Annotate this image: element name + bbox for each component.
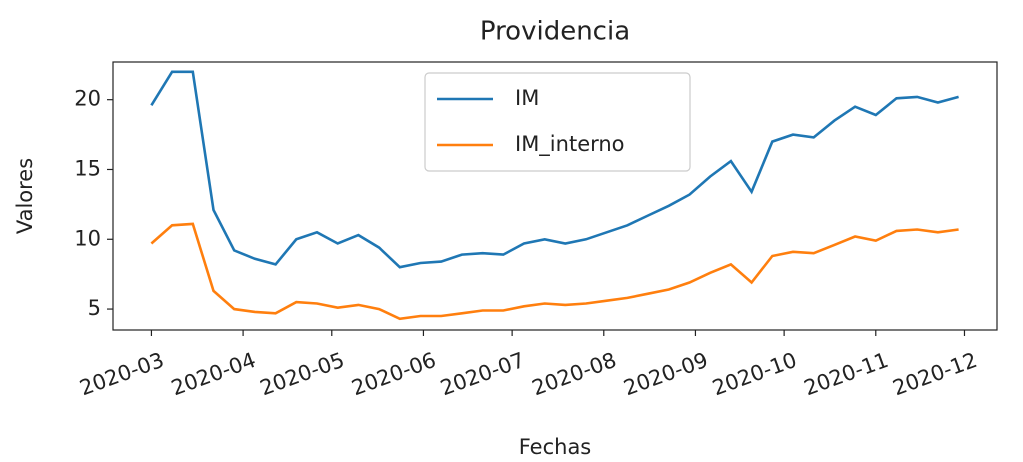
y-tick-label: 10	[74, 226, 101, 250]
y-axis-label: Valores	[13, 158, 37, 234]
x-axis-label: Fechas	[519, 435, 592, 459]
legend-label: IM_interno	[515, 132, 625, 157]
x-tick-label: 2020-07	[437, 348, 528, 401]
x-tick-label: 2020-10	[709, 348, 800, 401]
x-tick-label: 2020-06	[349, 348, 440, 401]
y-tick-label: 5	[88, 296, 101, 320]
line-series	[150, 222, 959, 321]
x-tick-label: 2020-12	[890, 348, 981, 401]
legend-box	[424, 72, 691, 172]
x-tick-label: 2020-09	[621, 348, 712, 401]
x-tick-label: 2020-05	[257, 348, 348, 401]
legend-label: IM	[515, 86, 539, 110]
chart-title: Providencia	[480, 17, 630, 47]
y-tick-label: 20	[74, 87, 101, 111]
line-series	[150, 70, 959, 269]
y-tick-label: 15	[74, 156, 101, 180]
x-tick-label: 2020-03	[77, 348, 168, 401]
x-tick-label: 2020-11	[801, 348, 892, 401]
x-tick-label: 2020-08	[529, 348, 620, 401]
x-tick-label: 2020-04	[168, 348, 259, 401]
plot-frame	[112, 61, 998, 331]
